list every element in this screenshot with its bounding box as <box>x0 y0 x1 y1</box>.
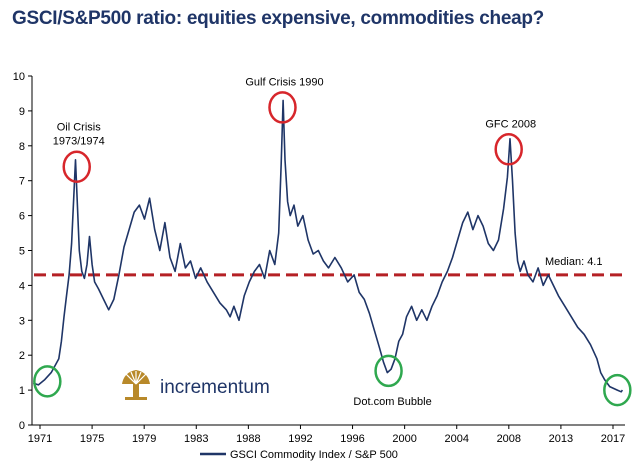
median-label: Median: 4.1 <box>545 256 602 268</box>
x-tick-label: 2013 <box>549 433 573 445</box>
logo-text: incrementum <box>160 377 270 398</box>
y-tick-label: 9 <box>19 106 25 118</box>
y-tick-label: 3 <box>19 315 25 327</box>
series-group <box>33 99 624 393</box>
y-tick-label: 4 <box>19 280 25 292</box>
x-tick-label: 2017 <box>601 433 625 445</box>
x-tick-label: 2004 <box>444 433 468 445</box>
x-tick-label: 1979 <box>132 433 156 445</box>
trough-circle <box>603 373 632 407</box>
x-tick-label: 1996 <box>340 433 364 445</box>
y-tick-label: 8 <box>19 141 25 153</box>
x-tick-label: 1992 <box>288 433 312 445</box>
y-tick-label: 6 <box>19 211 25 223</box>
tree-trunk <box>133 382 139 398</box>
median-group: Median: 4.1 <box>34 256 625 277</box>
tree-base <box>125 397 147 400</box>
legend-label: GSCI Commodity Index / S&P 500 <box>230 449 398 461</box>
x-tick-label: 1971 <box>28 433 52 445</box>
legend: GSCI Commodity Index / S&P 500 <box>200 449 398 461</box>
x-tick-label: 2008 <box>497 433 521 445</box>
annotation-label: GFC 2008 <box>485 118 536 130</box>
annotation-label: 1973/1974 <box>53 136 105 148</box>
trough-circle <box>33 365 62 398</box>
peak-circle <box>268 91 297 124</box>
trough-circle <box>374 354 403 388</box>
x-ticks: 1971 1975 1979 1983 1988 1992 1996 2000 2004 2008… <box>28 425 625 445</box>
y-tick-label: 2 <box>19 350 25 362</box>
tree-logo-icon <box>122 370 150 400</box>
x-tick-label: 1975 <box>80 433 104 445</box>
chart-title: GSCI/S&P500 ratio: equities expensive, c… <box>12 8 544 29</box>
peak-circle <box>62 150 91 183</box>
annotation-label: Gulf Crisis 1990 <box>245 76 323 88</box>
annotation-label: Oil Crisis <box>57 122 101 134</box>
annotation-label: Dot.com Bubble <box>353 396 431 408</box>
y-tick-label: 5 <box>19 246 25 258</box>
series-line <box>33 99 624 393</box>
x-tick-label: 2000 <box>392 433 416 445</box>
tree-branches <box>125 371 147 385</box>
peak-circle <box>494 133 523 166</box>
x-tick-label: 1988 <box>236 433 260 445</box>
y-tick-label: 1 <box>19 385 25 397</box>
x-tick-label: 1983 <box>184 433 208 445</box>
y-ticks: 0 1 2 3 4 5 6 7 8 9 10 <box>13 71 32 432</box>
y-tick-label: 10 <box>13 71 25 83</box>
y-tick-label: 0 <box>19 420 25 432</box>
y-tick-label: 7 <box>19 176 25 188</box>
logo: incrementum <box>122 370 270 400</box>
annotations: Oil Crisis 1973/1974 Gulf Crisis 1990 GFC 2… <box>33 76 632 408</box>
